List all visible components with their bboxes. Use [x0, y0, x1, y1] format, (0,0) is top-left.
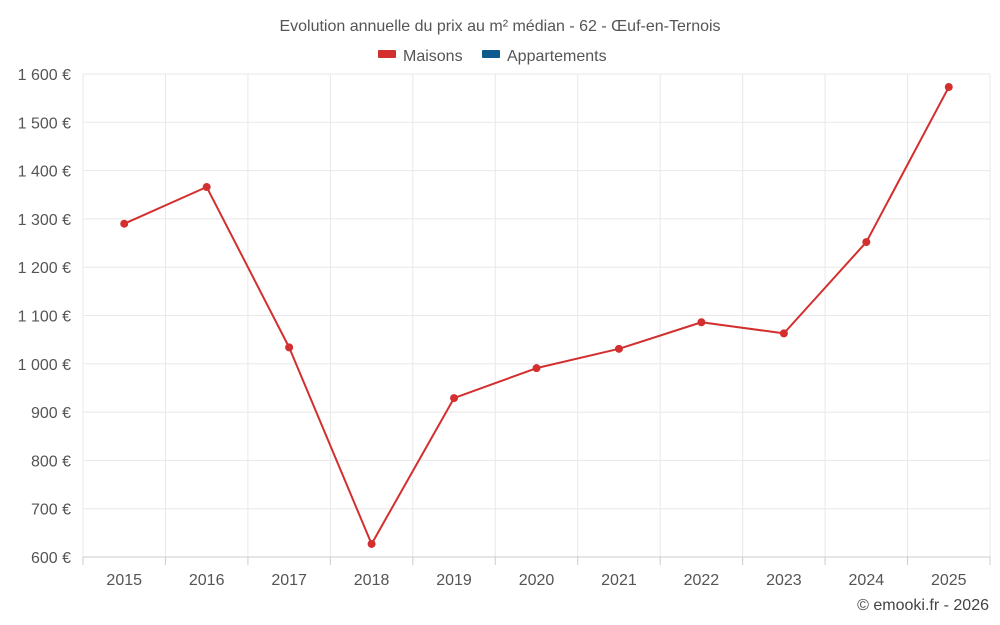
x-tick-label: 2023 — [766, 572, 802, 589]
grid-layer — [82, 73, 991, 557]
credit-text: © emooki.fr - 2026 — [857, 597, 989, 614]
y-tick-label: 1 300 € — [18, 212, 71, 229]
legend-swatch-maisons[interactable] — [378, 50, 396, 58]
data-point[interactable] — [944, 83, 953, 92]
chart-title: Evolution annuelle du prix au m² médian … — [279, 18, 720, 35]
data-point[interactable] — [450, 394, 459, 403]
data-point[interactable] — [779, 329, 788, 338]
x-tick-label: 2018 — [354, 572, 390, 589]
y-tick-label: 1 600 € — [18, 67, 71, 84]
y-tick-label: 900 € — [31, 405, 71, 422]
y-axis: 600 € 700 € 800 € 900 € 1 000 € 1 100 € 1 200 … — [18, 67, 71, 567]
y-tick-label: 1 000 € — [18, 357, 71, 374]
x-tick-label: 2017 — [271, 572, 307, 589]
legend: Maisons Appartements — [378, 48, 607, 65]
y-tick-label: 1 100 € — [18, 309, 71, 326]
legend-label-appartements[interactable]: Appartements — [507, 48, 607, 65]
x-tick-label: 2024 — [849, 572, 885, 589]
data-point[interactable] — [862, 238, 871, 247]
series-layer — [120, 83, 953, 548]
data-point[interactable] — [120, 219, 129, 228]
y-tick-label: 800 € — [31, 453, 71, 470]
y-tick-label: 600 € — [31, 550, 71, 567]
legend-label-maisons[interactable]: Maisons — [403, 48, 463, 65]
x-tick-label: 2015 — [106, 572, 142, 589]
x-tick-label: 2016 — [189, 572, 225, 589]
data-point[interactable] — [367, 539, 376, 548]
legend-swatch-appartements[interactable] — [482, 50, 500, 58]
data-point[interactable] — [614, 344, 623, 353]
y-tick-label: 1 400 € — [18, 164, 71, 181]
data-point[interactable] — [697, 318, 706, 327]
x-tick-label: 2022 — [684, 572, 720, 589]
x-tick-label: 2025 — [931, 572, 967, 589]
data-point[interactable] — [285, 343, 294, 352]
x-tick-label: 2020 — [519, 572, 555, 589]
data-point[interactable] — [532, 364, 541, 373]
y-tick-label: 1 500 € — [18, 115, 71, 132]
y-tick-label: 700 € — [31, 502, 71, 519]
data-point[interactable] — [202, 183, 211, 192]
y-tick-label: 1 200 € — [18, 260, 71, 277]
x-tick-label: 2019 — [436, 572, 472, 589]
x-tick-label: 2021 — [601, 572, 637, 589]
x-axis: 2015 2016 2017 2018 2019 2020 2021 2022 2023 2024… — [82, 556, 991, 589]
